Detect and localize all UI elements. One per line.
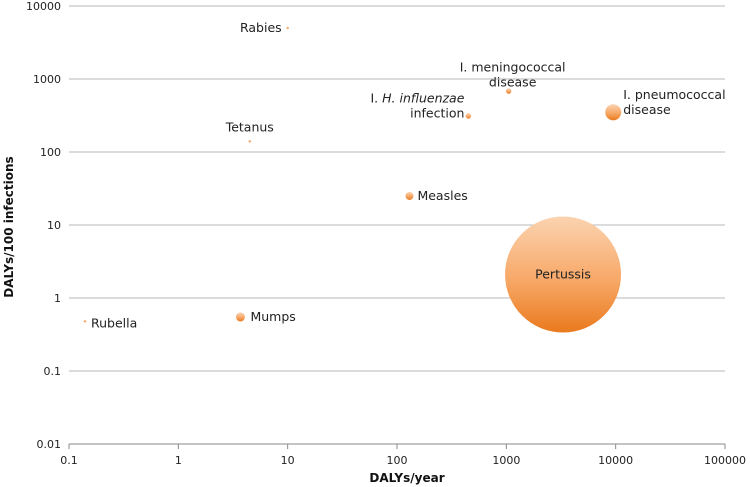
point-label-rubella: Rubella (91, 315, 137, 330)
y-tick-label: 0.01 (37, 438, 62, 451)
x-tick-label: 100 (387, 454, 408, 467)
bubble-i-pneumococcal-disease (605, 104, 622, 121)
bubble-mumps (235, 312, 245, 322)
point-label-tetanus: Tetanus (225, 119, 274, 134)
point-label-mumps: Mumps (250, 309, 295, 324)
point-label-i-pneumococcal-disease: I. pneumococcal disease (623, 87, 725, 117)
x-tick-labels: 0.1 1 10 100 1000 10000 100000 (60, 444, 746, 467)
point-label-rabies: Rabies (240, 20, 282, 35)
point-label-i-h-influenzae-infection: I. H. influenzae infection (371, 91, 465, 121)
point-label-measles: Measles (417, 188, 467, 203)
y-tick-label: 0.1 (44, 365, 62, 378)
bubble-i-h-influenzae-infection (465, 113, 472, 119)
point-label-pertussis: Pertussis (535, 266, 591, 281)
y-tick-label: 10 (47, 219, 61, 232)
x-tick-label: 100000 (704, 454, 746, 467)
y-tick-label: 10000 (26, 0, 61, 13)
bubble-i-meningococcal-disease (505, 88, 512, 94)
x-tick-label: 1 (175, 454, 182, 467)
y-tick-label: 1 (54, 292, 61, 305)
x-tick-label: 1000 (492, 454, 520, 467)
y-axis-title: DALYs/100 infections (2, 156, 16, 297)
y-tick-label: 1000 (33, 73, 61, 86)
bubble-measles (405, 191, 414, 200)
x-tick-label: 10000 (598, 454, 633, 467)
data-points (83, 26, 622, 333)
x-tick-label: 0.1 (60, 454, 78, 467)
y-tick-label: 100 (40, 146, 61, 159)
bubble-rubella (83, 320, 87, 323)
y-tick-labels: 0.01 0.1 1 10 100 1000 10000 (26, 0, 61, 451)
bubble-pertussis (505, 216, 622, 333)
bubble-rabies (286, 26, 289, 30)
gridlines (69, 5, 725, 372)
x-tick-label: 10 (281, 454, 295, 467)
x-axis-title: DALYs/year (369, 471, 444, 485)
point-label-i-meningococcal-disease: I. meningococcal disease (460, 60, 566, 90)
bubble-tetanus (248, 140, 252, 143)
